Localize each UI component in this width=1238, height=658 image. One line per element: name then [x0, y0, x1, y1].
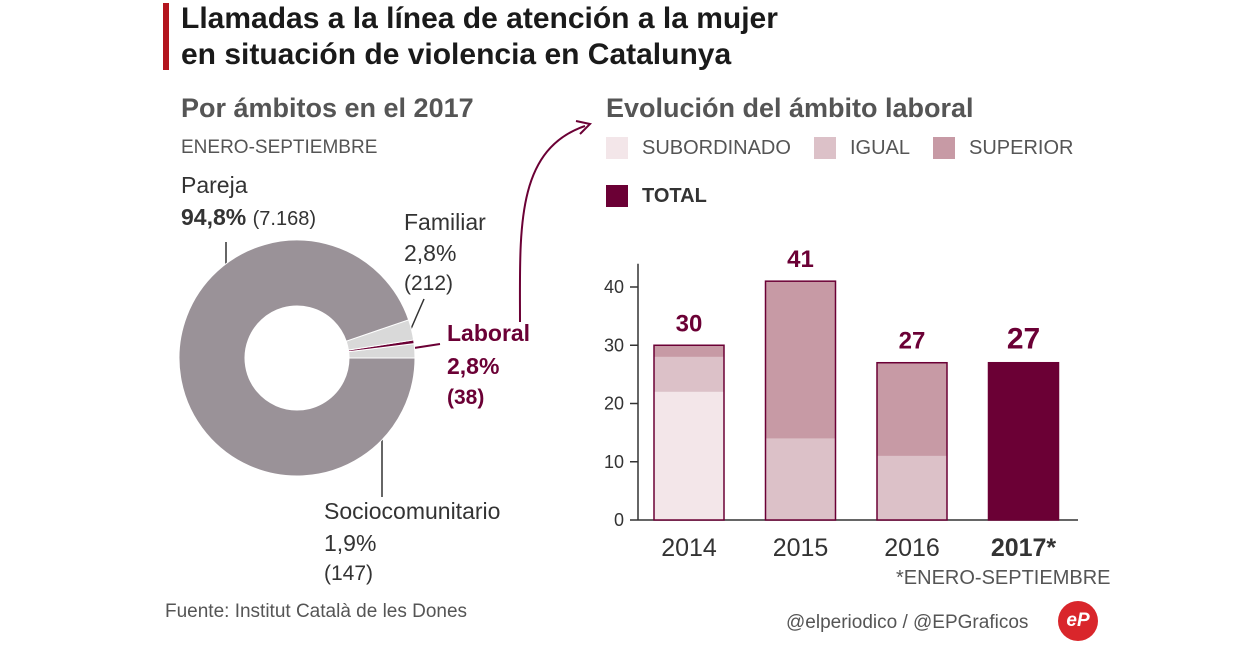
- bar-outline-2016: [876, 361, 948, 521]
- credits-text: @elperiodico / @EPGraficos: [786, 612, 1029, 633]
- label-sociocomunitario-name: Sociocomunitario: [324, 498, 501, 524]
- bar-superior-2016: [877, 362, 947, 456]
- y-tick-label: 40: [604, 277, 624, 297]
- legend-swatch-superior: [933, 137, 955, 159]
- y-tick-label: 20: [604, 394, 624, 414]
- bar-title: Evolución del ámbito laboral: [606, 93, 974, 123]
- label-familiar-percent: 2,8%: [404, 240, 457, 266]
- legend-label-superior: SUPERIOR: [969, 136, 1074, 159]
- legend-swatch-igual: [814, 137, 836, 159]
- y-tick-label: 30: [604, 335, 624, 355]
- legend-label-total: TOTAL: [642, 184, 707, 207]
- label-laboral-name: Laboral: [447, 320, 531, 346]
- donut-chart: [178, 239, 416, 477]
- legend-swatch-total: [606, 185, 628, 207]
- bar-total-label: 27: [1007, 323, 1040, 356]
- main-title-line2: en situación de violencia en Catalunya: [181, 38, 732, 71]
- legend-igual: IGUAL: [814, 135, 910, 161]
- x-category-label: 2017*: [991, 534, 1057, 562]
- legend-swatch-subordinado: [606, 137, 628, 159]
- bar-igual-2015: [765, 438, 836, 520]
- bar-outline-2015: [764, 280, 837, 521]
- donut-subtitle: ENERO-SEPTIEMBRE: [181, 137, 378, 158]
- x-category-label: 2016: [884, 534, 940, 562]
- label-laboral-percent: 2,8%: [447, 353, 500, 379]
- legend-label-subordinado: SUBORDINADO: [642, 136, 791, 159]
- bar-outline-2017: [987, 361, 1060, 521]
- donut-slice-pareja: [178, 239, 416, 477]
- bar-chart: 0 10 20 30 40 30 2014 41 2015 27 2016 27 2017*: [604, 246, 1078, 562]
- label-pareja-count: (7.168): [252, 208, 316, 230]
- label-sociocomunitario-percent: 1,9%: [324, 530, 377, 556]
- bar-total-label: 41: [787, 246, 814, 273]
- bar-igual-2014: [654, 356, 724, 392]
- title-accent-bar: [163, 3, 169, 70]
- elperiodico-logo: eP: [1058, 601, 1098, 641]
- legend-label-igual: IGUAL: [850, 136, 911, 159]
- label-familiar-name: Familiar: [404, 209, 486, 235]
- label-pareja-values: 94,8% (7.168): [181, 204, 316, 231]
- bar-subordinado-2014: [654, 391, 724, 520]
- connector-arrowhead: [575, 120, 593, 135]
- bar-total-2017: [988, 362, 1059, 520]
- legend-superior: SUPERIOR: [933, 135, 1073, 161]
- leader-laboral: [413, 343, 441, 349]
- main-title-line1: Llamadas a la línea de atención a la muj…: [181, 2, 778, 35]
- bar-footnote: *ENERO-SEPTIEMBRE: [896, 567, 1111, 589]
- bar-total-label: 27: [899, 328, 926, 355]
- connector-arrow: [518, 125, 586, 323]
- label-sociocomunitario-count: (147): [324, 562, 374, 585]
- label-laboral-count: (38): [447, 386, 485, 409]
- label-familiar-count: (212): [404, 272, 454, 295]
- label-pareja-name: Pareja: [181, 172, 248, 198]
- legend-total: TOTAL: [606, 183, 707, 209]
- y-tick-label: 0: [614, 510, 624, 530]
- source-text: Fuente: Institut Català de les Dones: [165, 601, 468, 622]
- legend-subordinado: SUBORDINADO: [606, 135, 791, 161]
- donut-title: Por ámbitos en el 2017: [181, 93, 474, 123]
- label-pareja-percent: 94,8%: [181, 204, 247, 230]
- x-category-label: 2015: [773, 534, 829, 562]
- bar-total-label: 30: [676, 310, 703, 337]
- bar-igual-2016: [877, 455, 947, 520]
- y-tick-label: 10: [604, 452, 624, 472]
- x-category-label: 2014: [661, 534, 717, 562]
- bar-superior-2015: [765, 281, 836, 439]
- bar-outline-2014: [653, 344, 725, 521]
- bar-superior-2014: [654, 345, 724, 357]
